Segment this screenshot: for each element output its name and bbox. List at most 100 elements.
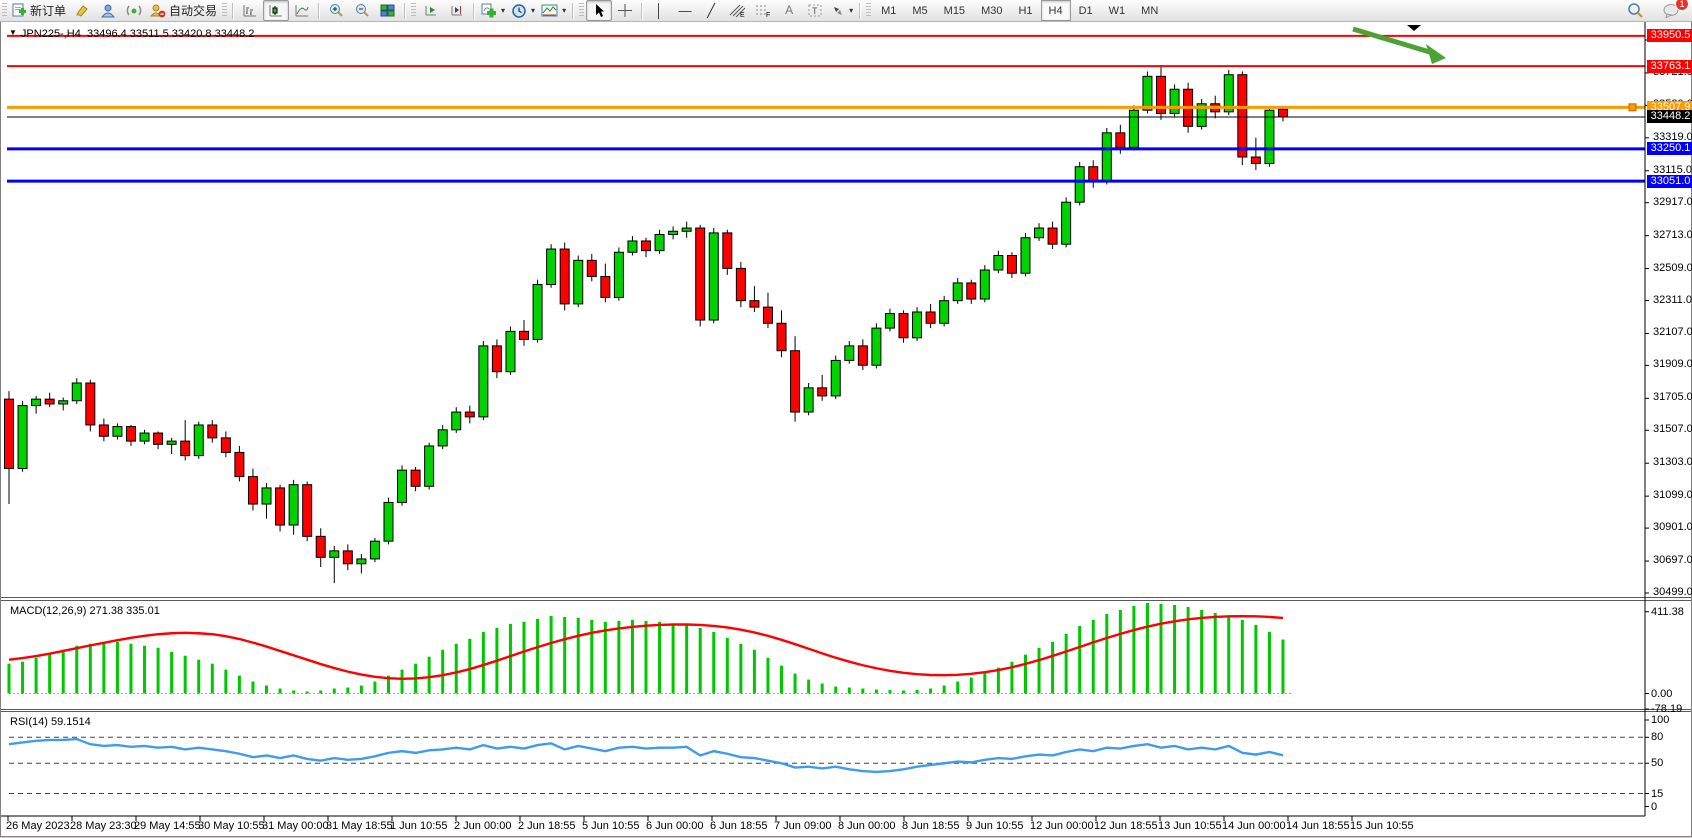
symbol-period: JPN225-,H4: [20, 28, 81, 40]
periods-caret: ▾: [531, 6, 536, 15]
candle: [830, 355, 841, 400]
candle: [193, 421, 204, 459]
candle: [857, 339, 868, 371]
tile-windows-icon: [380, 4, 395, 17]
brush-button[interactable]: [69, 0, 95, 21]
candle: [749, 286, 760, 312]
candle: [329, 546, 340, 584]
tile-windows-button[interactable]: [375, 0, 401, 21]
candle: [4, 391, 14, 505]
candle: [505, 326, 516, 375]
bar-chart-button[interactable]: [237, 0, 263, 21]
candle: [410, 466, 421, 492]
timeframe-button-M30[interactable]: M30: [981, 4, 1003, 17]
crosshair-button[interactable]: [612, 0, 638, 21]
timeframe-button-M15[interactable]: M15: [943, 4, 966, 17]
candle: [939, 295, 950, 327]
candlestick-chart-button[interactable]: [263, 0, 290, 21]
candle: [803, 382, 814, 416]
autoscroll-icon: [425, 6, 437, 16]
line-chart-button[interactable]: [289, 0, 315, 21]
time-marker-triangle[interactable]: [1407, 25, 1421, 31]
arrows-button[interactable]: ▾: [828, 0, 856, 21]
candle: [722, 229, 733, 275]
periods-button[interactable]: ▾: [508, 0, 538, 21]
candle: [844, 341, 855, 364]
autoscroll-button[interactable]: [418, 0, 444, 21]
trendline-button[interactable]: ╱: [698, 0, 724, 21]
toolbar-grip[interactable]: [2, 3, 7, 18]
rsi-indicator-label: RSI(14) 59.1514: [10, 716, 91, 728]
title-ohlc: 33496.4 33511.5 33420.8 33448.2: [86, 28, 255, 40]
candle: [478, 341, 489, 421]
time-axis-label: 7 Jun 09:00: [774, 820, 832, 832]
price-tick-label: 32509.0: [1653, 261, 1692, 274]
timeframe-button-W1[interactable]: W1: [1108, 4, 1126, 17]
zoom-out-button[interactable]: [349, 0, 375, 21]
candle: [397, 465, 408, 506]
trend-arrow-annotation[interactable]: [1352, 26, 1434, 56]
timeframe-button-H4[interactable]: H4: [1040, 0, 1071, 21]
timeframe-button-MN[interactable]: MN: [1141, 4, 1159, 17]
signals-icon: [126, 5, 142, 16]
candle: [762, 292, 773, 329]
fibonacci-button[interactable]: F: [750, 0, 776, 21]
text-label-button[interactable]: T: [802, 0, 828, 21]
text-label-icon: T: [808, 4, 822, 17]
candle: [1196, 98, 1207, 130]
candle: [85, 379, 96, 432]
autotrading-button[interactable]: 自动交易: [147, 0, 220, 21]
candle: [166, 437, 177, 455]
candle: [247, 468, 258, 511]
cursor-button[interactable]: [586, 0, 613, 21]
time-axis-label: 12 Jun 00:00: [1030, 820, 1094, 832]
candle: [600, 263, 611, 303]
templates-button[interactable]: ▾: [538, 0, 569, 21]
time-axis-label: 8 Jun 00:00: [838, 820, 896, 832]
order-line-handle[interactable]: [1628, 103, 1637, 112]
svg-text:E: E: [740, 12, 745, 18]
add-indicator-button[interactable]: ▾: [478, 0, 508, 21]
title-collapse-icon[interactable]: ▼: [9, 28, 17, 37]
candle: [573, 255, 584, 308]
text-button[interactable]: A: [776, 0, 802, 21]
timeframe-button-M5[interactable]: M5: [912, 4, 928, 17]
candle: [925, 303, 936, 329]
profile-button[interactable]: [95, 0, 121, 21]
candle: [234, 445, 245, 482]
timeframe-button-D1[interactable]: D1: [1078, 4, 1093, 17]
chart-shift-button[interactable]: [444, 0, 470, 21]
zoom-in-button[interactable]: [323, 0, 349, 21]
signals-button[interactable]: [121, 0, 147, 21]
new-order-button[interactable]: 新订单: [9, 0, 69, 21]
chat-button[interactable]: 1: [1658, 0, 1689, 21]
equidistant-channel-button[interactable]: E: [724, 0, 750, 21]
rsi-scale-label: 15: [1651, 787, 1664, 800]
time-axis-label: 15 Jun 10:55: [1350, 820, 1414, 832]
candle: [1264, 108, 1275, 167]
crosshair-icon: [618, 4, 633, 17]
candle: [1074, 161, 1085, 206]
price-tick-label: 33115.0: [1653, 163, 1692, 176]
price-tick-label: 31303.0: [1653, 456, 1692, 469]
timeframe-button-M1[interactable]: M1: [881, 4, 897, 17]
chart-canvas[interactable]: [1, 22, 1692, 838]
price-tick-label: 32107.0: [1653, 326, 1692, 339]
price-tick-label: 31099.0: [1653, 489, 1692, 502]
vertical-line-button[interactable]: │: [646, 0, 672, 21]
timeframe-button-H1[interactable]: H1: [1018, 4, 1033, 17]
main-price-pane[interactable]: [1, 22, 1645, 598]
rsi-pane[interactable]: [1, 712, 1645, 816]
candle: [356, 554, 367, 574]
fibonacci-icon: F: [756, 5, 770, 18]
line-chart-icon: [295, 5, 309, 17]
time-axis-label: 28 May 23:30: [70, 820, 137, 832]
candle: [491, 339, 502, 379]
macd-scale-label: -78.19: [1651, 703, 1683, 716]
search-button[interactable]: [1622, 0, 1648, 21]
candle: [58, 397, 69, 411]
search-icon: [1627, 3, 1643, 18]
horizontal-line-button[interactable]: —: [672, 0, 698, 21]
rsi-line: [8, 737, 1284, 774]
svg-text:F: F: [766, 12, 770, 18]
